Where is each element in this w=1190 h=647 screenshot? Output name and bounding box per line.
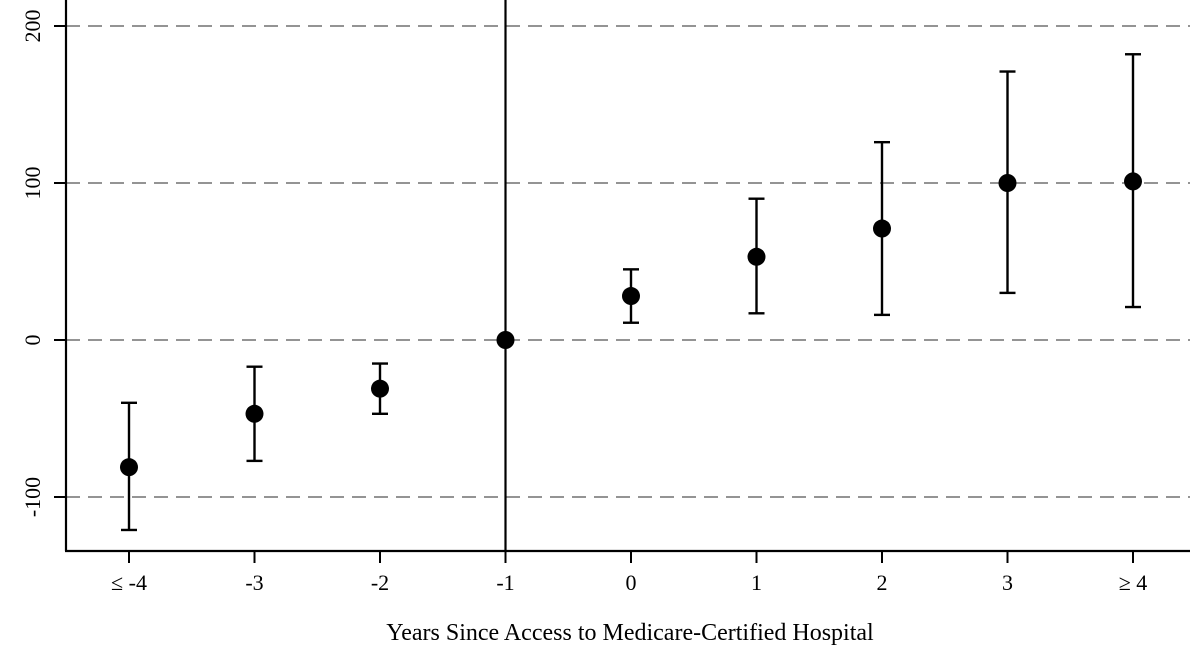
x-tick-label-7: 3	[1002, 570, 1013, 595]
y-tick-label-200: 200	[20, 10, 45, 43]
point-estimate-5	[747, 247, 766, 266]
x-tick-label-8: ≥ 4	[1119, 570, 1148, 595]
x-axis-label: Years Since Access to Medicare-Certified…	[386, 620, 874, 646]
y-axis-ticks: -100 0 100 200	[20, 10, 66, 517]
y-tick-label-0: 0	[20, 335, 45, 346]
point-estimate-2	[371, 379, 389, 398]
x-tick-label-2: -2	[371, 570, 389, 595]
x-tick-label-0: ≤ -4	[111, 570, 147, 595]
x-tick-label-3: -1	[496, 570, 514, 595]
gridlines	[66, 25, 1190, 498]
point-estimate-7	[998, 174, 1017, 192]
x-tick-label-4: 0	[626, 570, 637, 595]
point-estimate-3	[496, 331, 515, 349]
point-estimates	[120, 172, 1142, 477]
x-tick-label-6: 2	[877, 570, 888, 595]
y-tick-label--100: -100	[20, 477, 45, 517]
point-estimate-0	[120, 458, 138, 477]
point-estimate-6	[873, 219, 891, 238]
x-axis-ticks: ≤ -4 -3 -2 -1 0 1 2 3 ≥ 4	[111, 551, 1147, 595]
point-estimate-4	[622, 287, 640, 306]
axes	[64, 0, 1190, 553]
y-tick-label-100: 100	[20, 167, 45, 200]
point-estimate-8	[1124, 172, 1142, 191]
x-tick-label-1: -3	[245, 570, 263, 595]
point-estimate-1	[245, 404, 264, 423]
x-tick-label-5: 1	[751, 570, 762, 595]
